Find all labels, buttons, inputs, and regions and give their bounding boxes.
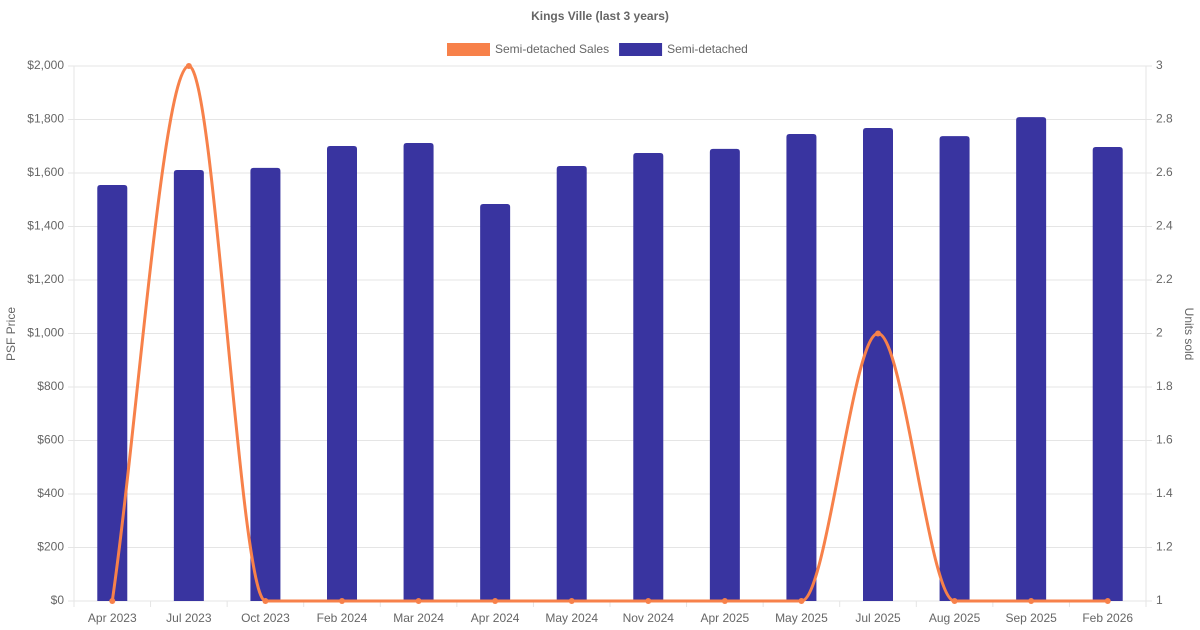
y-tick-label: $400 [37, 486, 64, 500]
x-tick-label: Apr 2023 [88, 611, 137, 625]
y-tick-label: $1,400 [27, 219, 64, 233]
y2-tick-label: 2.4 [1156, 219, 1173, 233]
bar [480, 204, 511, 601]
x-tick-label: Oct 2023 [241, 611, 290, 625]
y-tick-label: $800 [37, 379, 64, 393]
line-point [1104, 598, 1111, 604]
line-point [109, 598, 116, 604]
x-tick-label: May 2025 [775, 611, 828, 625]
y-tick-label: $1,200 [27, 272, 64, 286]
y-tick-label: $1,600 [27, 165, 64, 179]
x-tick-label: Apr 2024 [471, 611, 520, 625]
line-point [645, 598, 652, 604]
x-tick-label: Feb 2026 [1082, 611, 1133, 625]
y2-tick-label: 2.8 [1156, 112, 1173, 126]
legend-swatch [619, 43, 663, 56]
line-point [721, 598, 728, 604]
x-tick-label: Mar 2024 [393, 611, 444, 625]
line-point [339, 598, 345, 604]
y2-tick-label: 2.2 [1156, 272, 1173, 286]
y-tick-label: $1,000 [27, 326, 64, 340]
x-tick-label: Sep 2025 [1005, 611, 1057, 625]
y2-tick-label: 2.6 [1156, 165, 1173, 179]
bar [863, 128, 893, 601]
x-tick-label: Apr 2025 [701, 611, 750, 625]
bar [173, 170, 204, 601]
line-point [262, 598, 269, 604]
line-point [875, 330, 881, 337]
y2-tick-label: 1.6 [1156, 433, 1173, 447]
bar [633, 152, 664, 601]
x-tick-label: Aug 2025 [929, 611, 981, 625]
bar [97, 185, 128, 601]
bar [250, 167, 281, 602]
y2-tick-label: 1.4 [1156, 486, 1173, 500]
line-point [415, 598, 422, 604]
y-tick-label: $200 [37, 540, 64, 554]
legend-swatch [447, 43, 490, 56]
bar [786, 133, 817, 601]
bar [403, 143, 434, 602]
bar [1092, 147, 1123, 602]
chart-title: Kings Ville (last 3 years) [531, 9, 669, 23]
y2-tick-label: 3 [1156, 58, 1163, 72]
y2-axis-title: Units sold [1182, 308, 1196, 361]
x-tick-label: May 2024 [545, 611, 598, 625]
legend-label: Semi-detached [667, 42, 748, 56]
y-axis-title: PSF Price [4, 307, 18, 361]
line-point [568, 598, 575, 604]
x-tick-label: Jul 2023 [166, 611, 212, 625]
bar [327, 145, 357, 602]
bar [709, 148, 740, 602]
line-point [185, 63, 192, 69]
bar [1016, 117, 1047, 601]
x-tick-label: Jul 2025 [855, 611, 901, 625]
line-point [1028, 598, 1035, 604]
y-tick-label: $0 [51, 593, 65, 607]
line-point [798, 598, 805, 604]
line-point [951, 598, 958, 604]
y2-tick-label: 1 [1156, 593, 1163, 607]
x-tick-label: Feb 2024 [317, 611, 368, 625]
line-point [492, 598, 499, 604]
y-tick-label: $1,800 [27, 112, 64, 126]
y-tick-label: $2,000 [27, 58, 64, 72]
y2-tick-label: 1.2 [1156, 540, 1173, 554]
bar [556, 166, 587, 602]
legend-label: Semi-detached Sales [495, 42, 609, 56]
bar [939, 136, 970, 601]
x-tick-label: Nov 2024 [623, 611, 675, 625]
y2-tick-label: 1.8 [1156, 379, 1173, 393]
y2-tick-label: 2 [1156, 326, 1163, 340]
y-tick-label: $600 [37, 433, 64, 447]
